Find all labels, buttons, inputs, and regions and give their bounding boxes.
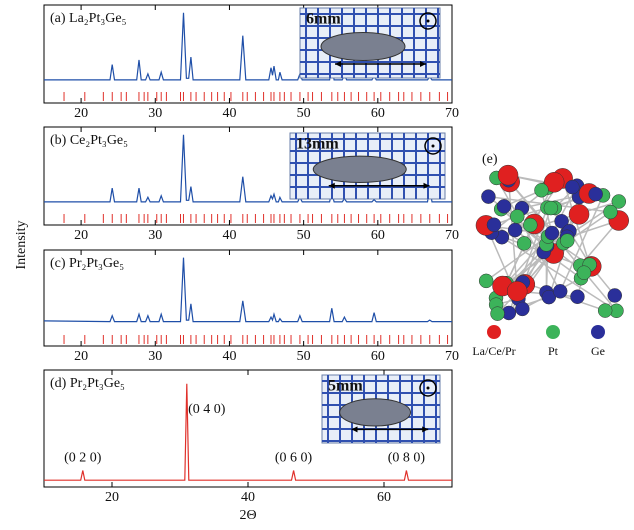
x-tick-label: 70 — [445, 106, 459, 121]
atom — [543, 200, 559, 216]
x-tick-label: 60 — [371, 228, 385, 243]
xrd-line — [43, 257, 452, 323]
x-tick-label: 60 — [377, 490, 391, 505]
photo-inset: 13mm — [289, 132, 446, 200]
xrd-line — [44, 134, 452, 203]
bond — [559, 195, 604, 292]
scale-dot — [431, 144, 435, 148]
x-tick-label: 60 — [371, 349, 385, 364]
atom — [544, 225, 560, 241]
atom — [490, 306, 505, 321]
photo-inset: 6mm — [299, 7, 441, 79]
x-tick-label: 20 — [74, 228, 88, 243]
atom — [565, 179, 580, 195]
atom — [568, 204, 590, 225]
atom — [611, 194, 627, 209]
x-tick-label: 50 — [297, 349, 311, 364]
legend-label: La/Ce/Pr — [472, 344, 515, 358]
x-tick-label: 40 — [222, 106, 236, 121]
y-axis-label: Intensity — [14, 221, 29, 270]
legend-swatch — [591, 325, 605, 339]
panel-title: (b) Ce₂Pt₃Ge₅ — [50, 133, 128, 148]
x-tick-label: 20 — [74, 349, 88, 364]
panel-title: (d) Pr₂Pt₃Ge₅ — [50, 376, 125, 391]
x-tick-label: 30 — [148, 349, 162, 364]
crystal — [312, 155, 407, 184]
x-axis-label: 2Θ — [239, 508, 256, 523]
atom — [481, 189, 496, 204]
atom — [516, 236, 532, 251]
axes-frame — [43, 249, 453, 347]
atom — [607, 288, 623, 303]
legend-label: Pt — [548, 344, 559, 358]
scale-dot — [426, 386, 430, 390]
atom — [570, 289, 585, 304]
panel-title: (c) Pr₂Pt₃Ge₅ — [50, 256, 124, 271]
x-tick-label: 20 — [105, 490, 119, 505]
inset-label: 6mm — [306, 11, 341, 28]
atom — [478, 273, 494, 289]
atom — [597, 303, 613, 318]
crystal-structure — [475, 164, 629, 321]
atom — [543, 172, 565, 193]
photo-inset: 5mm — [321, 374, 441, 444]
x-tick-label: 50 — [297, 106, 311, 121]
atom — [603, 204, 618, 220]
atom — [509, 209, 525, 224]
peak-label: (0 8 0) — [388, 451, 426, 466]
crystal — [339, 398, 412, 427]
scale-circle — [419, 379, 437, 397]
atom — [554, 214, 569, 229]
axes-frame — [43, 4, 453, 104]
x-tick-label: 20 — [74, 106, 88, 121]
x-tick-label: 50 — [297, 228, 311, 243]
x-tick-label: 70 — [445, 349, 459, 364]
legend-swatch — [487, 325, 501, 339]
axes-frame — [43, 126, 453, 226]
peak-label: (0 2 0) — [64, 451, 102, 466]
atom — [507, 222, 523, 238]
scale-circle — [419, 12, 437, 30]
x-tick-label: 40 — [222, 228, 236, 243]
panel-title: (a) La₂Pt₃Ge₅ — [50, 11, 127, 26]
inset-label: 13mm — [296, 136, 339, 153]
peak-label: (0 4 0) — [188, 402, 226, 417]
x-tick-label: 40 — [222, 349, 236, 364]
atom — [523, 217, 538, 233]
atom — [552, 284, 568, 299]
scale-dot — [426, 19, 430, 23]
x-tick-label: 60 — [371, 106, 385, 121]
atom — [496, 199, 512, 214]
atom — [486, 217, 502, 233]
atom — [497, 164, 519, 186]
xrd-line — [44, 383, 452, 481]
inset-label: 5mm — [328, 378, 363, 395]
x-tick-label: 70 — [445, 228, 459, 243]
scale-circle — [424, 137, 442, 155]
panel-label: (e) — [482, 152, 498, 167]
atom — [534, 183, 549, 198]
x-tick-label: 30 — [148, 228, 162, 243]
legend-swatch — [546, 325, 560, 339]
peak-label: (0 6 0) — [275, 451, 313, 466]
crystal — [320, 32, 406, 61]
atom — [576, 265, 592, 280]
atom — [515, 301, 530, 317]
atom — [588, 186, 603, 202]
legend-label: Ge — [591, 344, 605, 358]
atom — [559, 233, 575, 248]
atom — [506, 281, 528, 302]
x-tick-label: 40 — [241, 490, 255, 505]
x-tick-label: 30 — [148, 106, 162, 121]
